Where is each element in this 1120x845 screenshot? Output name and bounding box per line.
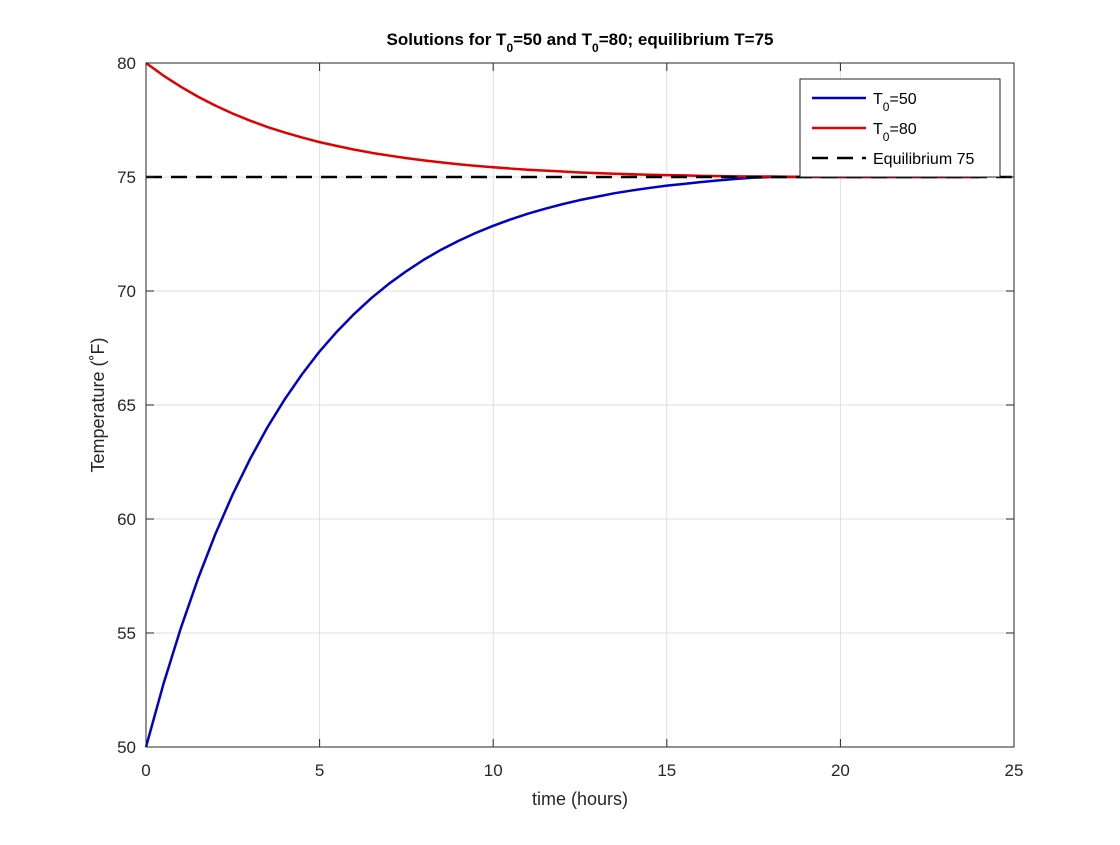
y-tick-label: 70: [117, 282, 136, 301]
y-tick-label: 60: [117, 510, 136, 529]
x-tick-label: 10: [484, 761, 503, 780]
legend-label-1: T0=80: [873, 121, 917, 144]
ticks: 0 5 10 15 20 25 50 55 60 65 70 75 80: [117, 54, 1023, 780]
x-tick-label: 5: [315, 761, 324, 780]
legend: T0=50 T0=80 Equilibrium 75: [799, 78, 1001, 178]
y-tick-label: 80: [117, 54, 136, 73]
y-tick-label: 65: [117, 396, 136, 415]
y-tick-label: 75: [117, 168, 136, 187]
x-tick-label: 20: [831, 761, 850, 780]
x-axis-label: time (hours): [532, 789, 628, 809]
y-tick-label: 55: [117, 624, 136, 643]
series-line-0: [144, 175, 980, 748]
y-axis-label: Temperature (˚F): [88, 337, 108, 472]
legend-label-2: Equilibrium 75: [873, 151, 974, 168]
legend-label-0: T0=50: [873, 91, 917, 114]
chart-title: Solutions for T0=50 and T0=80; equilibri…: [387, 30, 774, 55]
y-tick-label: 50: [117, 738, 136, 757]
x-tick-label: 25: [1005, 761, 1024, 780]
x-tick-label: 0: [141, 761, 150, 780]
x-tick-label: 15: [657, 761, 676, 780]
